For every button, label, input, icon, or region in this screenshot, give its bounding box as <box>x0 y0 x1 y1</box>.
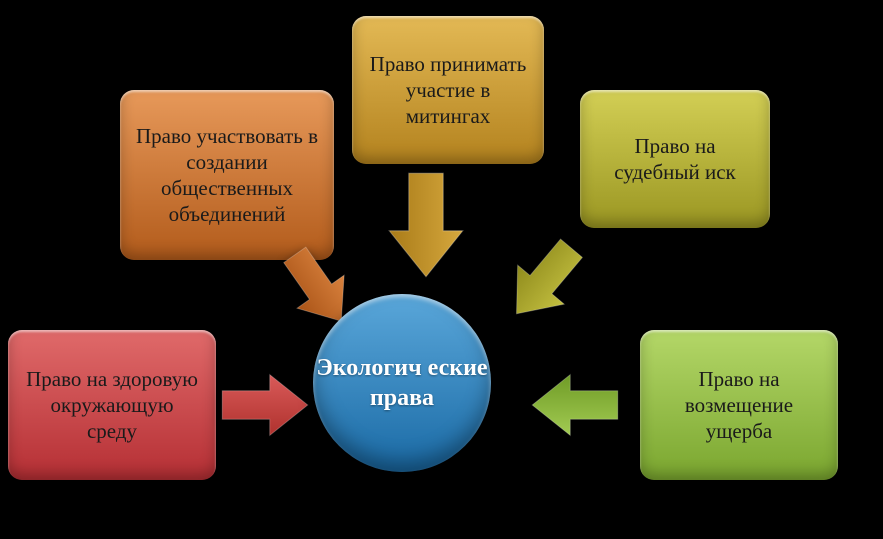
node-label: Право на судебный иск <box>596 133 754 186</box>
node-label: Право принимать участие в митингах <box>368 51 528 130</box>
node-label: Право на возмещение ущерба <box>656 366 822 445</box>
node-compensation: Право на возмещение ущерба <box>640 330 838 480</box>
diagram-stage: Право на здоровую окружающую среду Право… <box>0 0 883 539</box>
node-environment: Право на здоровую окружающую среду <box>8 330 216 480</box>
arrow-lawsuit <box>484 221 604 341</box>
center-circle: Экологич еские права <box>313 294 491 472</box>
arrow-compensation <box>515 345 635 465</box>
node-meetings: Право принимать участие в митингах <box>352 16 544 164</box>
arrow-environment <box>205 345 325 465</box>
arrow-meetings <box>366 165 486 285</box>
node-lawsuit: Право на судебный иск <box>580 90 770 228</box>
node-label: Право участвовать в создании общественны… <box>136 123 318 228</box>
node-label: Право на здоровую окружающую среду <box>24 366 200 445</box>
center-label: Экологич еские права <box>313 353 491 413</box>
